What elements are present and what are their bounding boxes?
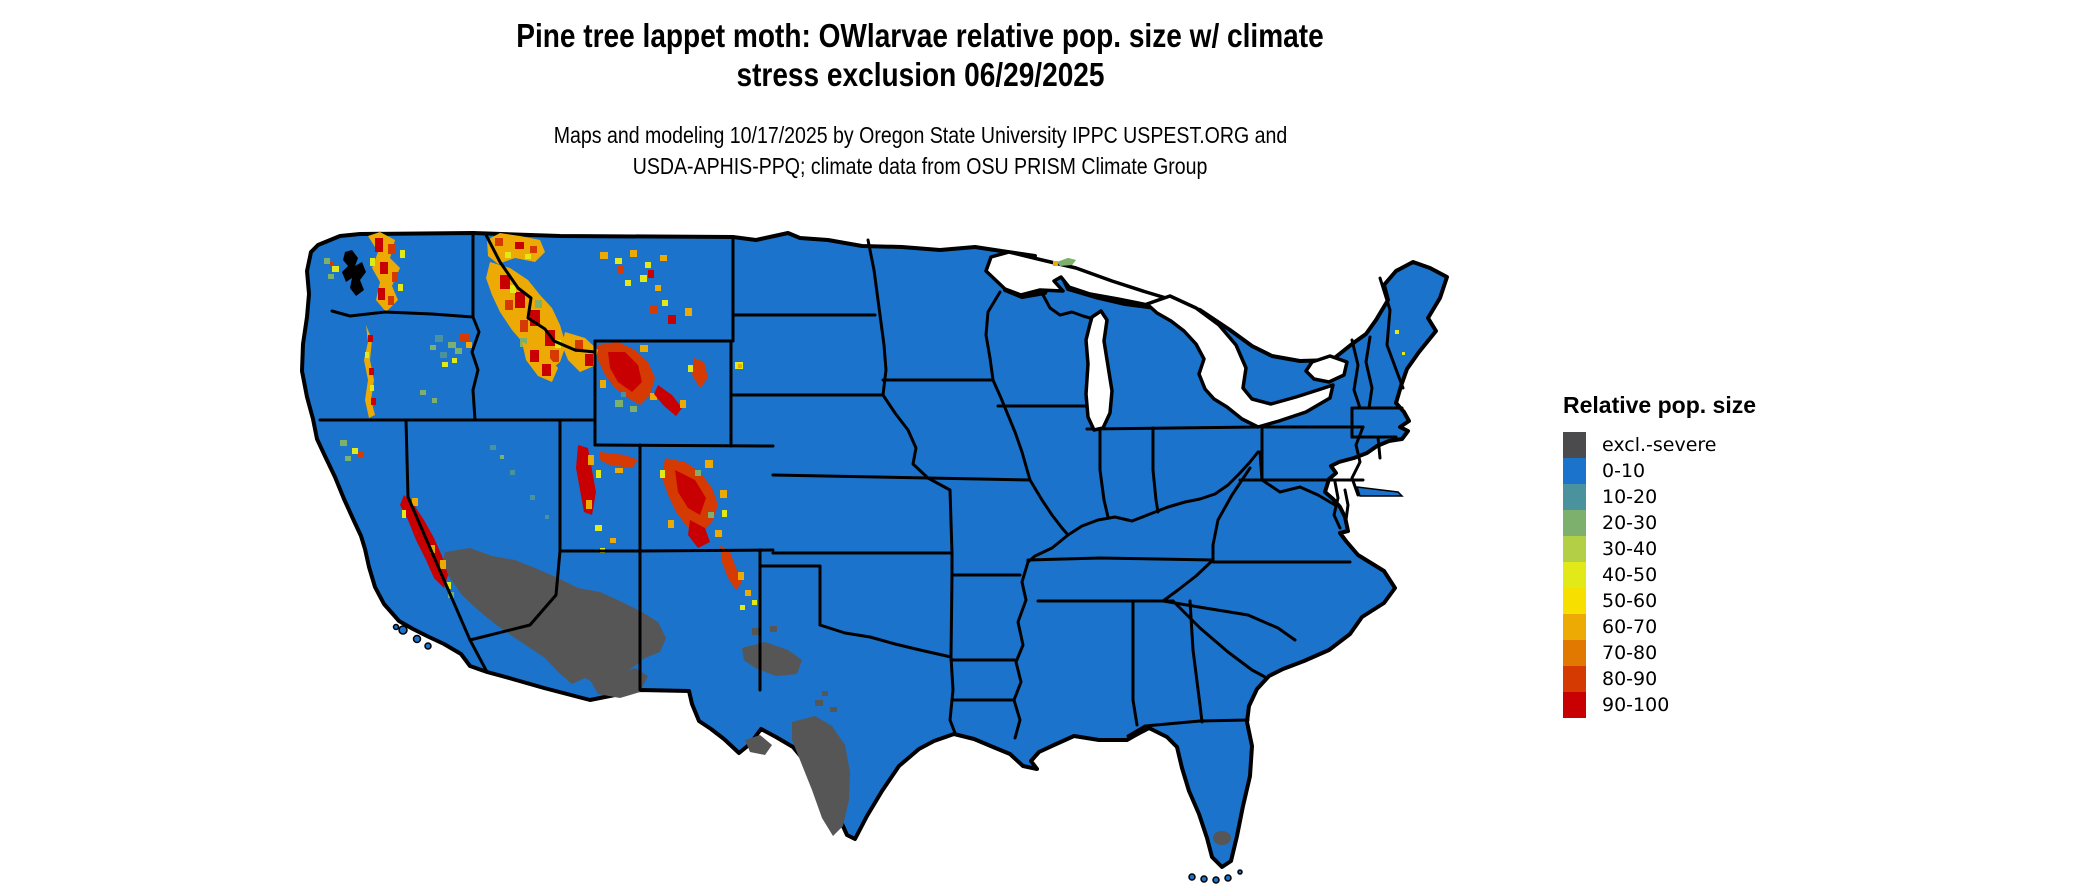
legend-item: 30-40 [1563, 536, 1756, 562]
hotspot-regions [324, 232, 1405, 610]
legend-swatch [1563, 666, 1586, 692]
legend-swatch [1563, 510, 1586, 536]
map-title-line1: Pine tree lappet moth: OWlarvae relative… [516, 17, 1324, 54]
map-subtitle-line1: Maps and modeling 10/17/2025 by Oregon S… [553, 122, 1287, 148]
legend-item: 10-20 [1563, 484, 1756, 510]
channel-island [412, 634, 422, 644]
legend-swatch [1563, 536, 1586, 562]
legend-item-label: 0-10 [1602, 460, 1646, 482]
channel-island [398, 625, 408, 635]
map-subtitle: Maps and modeling 10/17/2025 by Oregon S… [0, 120, 1840, 182]
lake-huron-erie [1145, 294, 1335, 429]
legend-swatch [1563, 614, 1586, 640]
legend: Relative pop. size excl.-severe 0-10 10-20… [1563, 392, 1756, 718]
lake-ontario [1304, 354, 1349, 384]
map-title-line2: stress exclusion 06/29/2025 [735, 56, 1105, 93]
legend-item: 60-70 [1563, 614, 1756, 640]
legend-swatch [1563, 484, 1586, 510]
map-title: Pine tree lappet moth: OWlarvae relative… [0, 16, 1840, 94]
long-island [1355, 486, 1404, 497]
legend-item: 40-50 [1563, 562, 1756, 588]
legend-item-label: excl.-severe [1602, 434, 1717, 456]
legend-swatch [1563, 588, 1586, 614]
legend-swatch [1563, 562, 1586, 588]
islands [392, 486, 1404, 884]
state-borders [318, 231, 1405, 740]
legend-item: 80-90 [1563, 666, 1756, 692]
legend-item-label: 60-70 [1602, 616, 1658, 638]
excluded-regions [442, 548, 1231, 845]
lake-michigan [1084, 309, 1114, 432]
florida-key [1224, 874, 1232, 882]
channel-island [424, 642, 432, 650]
legend-swatch [1563, 432, 1586, 458]
legend-item-label: 10-20 [1602, 486, 1658, 508]
legend-item-label: 20-30 [1602, 512, 1658, 534]
legend-item: 20-30 [1563, 510, 1756, 536]
legend-item-label: 70-80 [1602, 642, 1658, 664]
legend-item-label: 80-90 [1602, 668, 1658, 690]
florida-key [1188, 873, 1196, 881]
great-lakes [984, 250, 1349, 432]
florida-key [1237, 869, 1243, 875]
legend-items: excl.-severe 0-10 10-20 20-30 30-40 40-50 50-6… [1563, 432, 1756, 718]
legend-item-label: 90-100 [1602, 694, 1670, 716]
channel-island [392, 623, 400, 631]
puget-sound [342, 250, 366, 296]
legend-title: Relative pop. size [1563, 392, 1757, 418]
legend-item-label: 30-40 [1602, 538, 1658, 560]
isle-royale-island [1053, 258, 1076, 266]
legend-swatch [1563, 458, 1586, 484]
legend-item-label: 50-60 [1602, 590, 1658, 612]
map-subtitle-line2: USDA-APHIS-PPQ; climate data from OSU PR… [632, 153, 1208, 179]
legend-swatch [1563, 692, 1586, 718]
legend-swatch [1563, 640, 1586, 666]
legend-item: 0-10 [1563, 458, 1756, 484]
florida-key [1212, 876, 1220, 884]
legend-item-label: 40-50 [1602, 564, 1658, 586]
legend-item: 70-80 [1563, 640, 1756, 666]
legend-item: 50-60 [1563, 588, 1756, 614]
florida-key [1200, 875, 1208, 883]
legend-item: 90-100 [1563, 692, 1756, 718]
legend-item: excl.-severe [1563, 432, 1756, 458]
